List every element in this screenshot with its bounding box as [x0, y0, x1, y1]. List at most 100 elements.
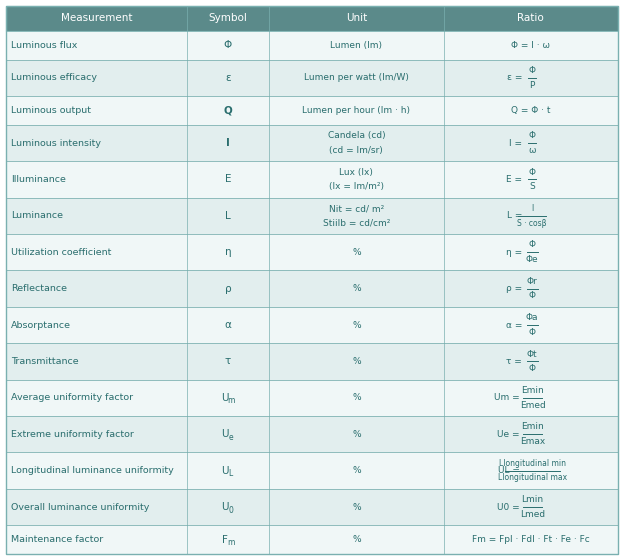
- Text: Average uniformity factor: Average uniformity factor: [11, 393, 133, 402]
- Text: %: %: [352, 430, 361, 438]
- Text: e: e: [228, 433, 233, 442]
- Text: Φr: Φr: [527, 277, 537, 286]
- Text: UL =: UL =: [498, 466, 520, 475]
- Text: Absorptance: Absorptance: [11, 320, 71, 329]
- Text: η: η: [225, 247, 231, 257]
- Text: U: U: [221, 393, 228, 403]
- Text: %: %: [352, 320, 361, 329]
- Text: %: %: [352, 535, 361, 544]
- Text: Φ: Φ: [529, 66, 535, 75]
- Text: Overall luminance uniformity: Overall luminance uniformity: [11, 502, 149, 511]
- Text: τ =: τ =: [506, 357, 522, 366]
- Text: %: %: [352, 466, 361, 475]
- Text: I: I: [226, 138, 230, 148]
- Text: Measurement: Measurement: [61, 13, 132, 24]
- Bar: [6, 125, 618, 161]
- Text: L =: L =: [507, 211, 522, 220]
- Bar: [6, 343, 618, 380]
- Text: Φ: Φ: [529, 240, 535, 249]
- Text: m: m: [227, 538, 235, 547]
- Text: Luminous intensity: Luminous intensity: [11, 138, 101, 147]
- Text: Stiilb = cd/cm²: Stiilb = cd/cm²: [323, 218, 390, 227]
- Bar: [6, 60, 618, 96]
- Text: Luminance: Luminance: [11, 211, 63, 220]
- Text: Reflectance: Reflectance: [11, 284, 67, 293]
- Text: I: I: [531, 204, 534, 213]
- Bar: [6, 307, 618, 343]
- Text: Lumen per watt (lm/W): Lumen per watt (lm/W): [304, 73, 409, 82]
- Text: Lmed: Lmed: [520, 510, 545, 519]
- Bar: [6, 31, 618, 60]
- Bar: [6, 198, 618, 234]
- Text: Φe: Φe: [526, 255, 539, 264]
- Bar: [6, 525, 618, 554]
- Text: I =: I =: [509, 138, 522, 147]
- Bar: [6, 489, 618, 525]
- Text: Lux (lx): Lux (lx): [339, 167, 373, 176]
- Text: Utilization coefficient: Utilization coefficient: [11, 248, 111, 256]
- Text: Q = Φ · t: Q = Φ · t: [511, 106, 550, 115]
- Text: Maintenance factor: Maintenance factor: [11, 535, 103, 544]
- Text: ρ =: ρ =: [506, 284, 522, 293]
- Text: Fm = Fpl · Fdl · Ft · Fe · Fc: Fm = Fpl · Fdl · Ft · Fe · Fc: [472, 535, 590, 544]
- Text: 0: 0: [228, 506, 233, 515]
- Text: Φ: Φ: [529, 291, 535, 300]
- Text: L: L: [229, 469, 233, 478]
- Text: Φ: Φ: [224, 40, 232, 50]
- Text: Φt: Φt: [527, 349, 537, 358]
- Text: U: U: [221, 502, 228, 512]
- Text: Nit = cd/ m²: Nit = cd/ m²: [329, 204, 384, 213]
- Text: Luminous efficacy: Luminous efficacy: [11, 73, 97, 82]
- Text: Longitudinal luminance uniformity: Longitudinal luminance uniformity: [11, 466, 173, 475]
- Text: α: α: [225, 320, 232, 330]
- Text: %: %: [352, 284, 361, 293]
- Text: ρ: ρ: [225, 283, 231, 293]
- Text: Luminous output: Luminous output: [11, 106, 91, 115]
- Text: S · cosβ: S · cosβ: [517, 218, 547, 227]
- Text: Φ = I · ω: Φ = I · ω: [511, 41, 550, 50]
- Text: α =: α =: [505, 320, 522, 329]
- Text: Lmin: Lmin: [522, 495, 544, 504]
- Bar: [6, 234, 618, 270]
- Text: ε: ε: [225, 73, 231, 83]
- Text: P: P: [529, 81, 535, 90]
- Text: U: U: [221, 466, 228, 475]
- Text: τ: τ: [225, 356, 231, 366]
- Text: %: %: [352, 357, 361, 366]
- Text: Llongitudinal min: Llongitudinal min: [499, 459, 566, 468]
- Text: Φ: Φ: [529, 131, 535, 140]
- Text: Symbol: Symbol: [208, 13, 247, 24]
- Bar: [6, 161, 618, 198]
- Text: (cd = lm/sr): (cd = lm/sr): [329, 146, 383, 155]
- Text: Φ: Φ: [529, 364, 535, 373]
- Text: Emax: Emax: [520, 437, 545, 446]
- Text: %: %: [352, 248, 361, 256]
- Text: Transmittance: Transmittance: [11, 357, 79, 366]
- Text: m: m: [227, 396, 235, 405]
- Text: E: E: [225, 174, 231, 184]
- Bar: [6, 452, 618, 489]
- Text: Lumen (lm): Lumen (lm): [330, 41, 383, 50]
- Text: Emin: Emin: [521, 386, 544, 395]
- Text: S: S: [529, 182, 535, 191]
- Text: ω: ω: [529, 146, 536, 155]
- Text: Ue =: Ue =: [497, 430, 520, 438]
- Text: U0 =: U0 =: [497, 502, 520, 511]
- Text: Emed: Emed: [520, 400, 545, 409]
- Bar: [6, 416, 618, 452]
- Text: Um =: Um =: [494, 393, 520, 402]
- Text: Emin: Emin: [521, 422, 544, 431]
- Text: Φa: Φa: [526, 313, 539, 322]
- Text: Extreme uniformity factor: Extreme uniformity factor: [11, 430, 134, 438]
- Text: (lx = lm/m²): (lx = lm/m²): [329, 182, 384, 191]
- Text: Ratio: Ratio: [517, 13, 544, 24]
- Text: Llongitudinal max: Llongitudinal max: [498, 473, 567, 482]
- Bar: [6, 96, 618, 125]
- Text: Luminous flux: Luminous flux: [11, 41, 77, 50]
- Bar: [6, 270, 618, 307]
- Text: Φ: Φ: [529, 328, 535, 337]
- Text: η =: η =: [506, 248, 522, 256]
- Text: Candela (cd): Candela (cd): [328, 131, 385, 140]
- Bar: [6, 380, 618, 416]
- Text: %: %: [352, 502, 361, 511]
